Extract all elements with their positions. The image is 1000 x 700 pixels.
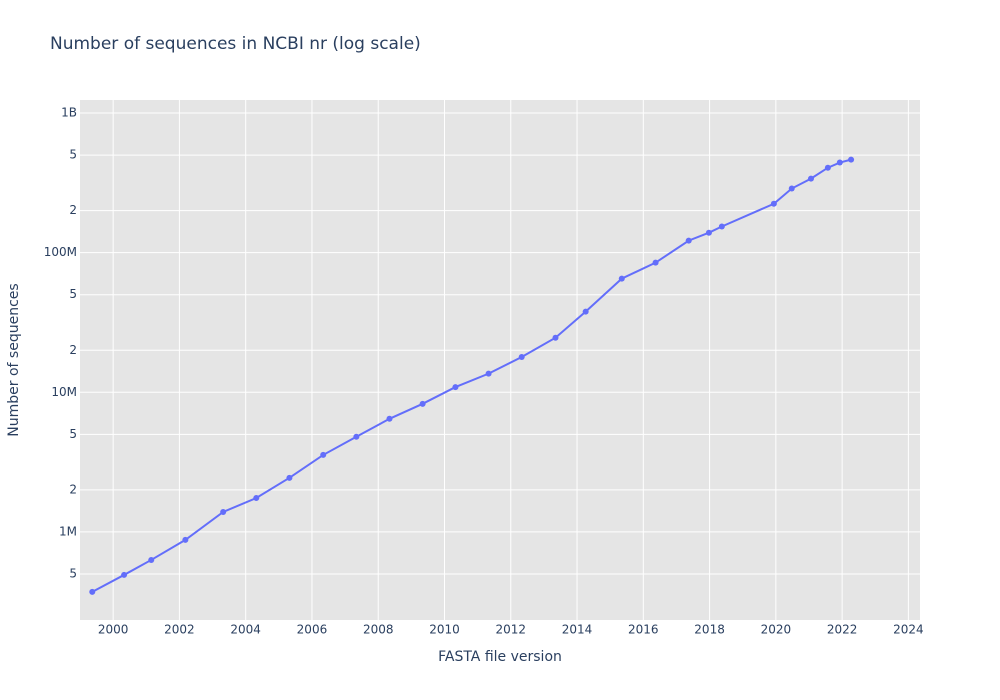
y-tick-label: 1B xyxy=(61,106,77,120)
x-axis-title: FASTA file version xyxy=(438,649,562,665)
data-point xyxy=(770,200,777,207)
data-point xyxy=(253,494,260,501)
data-point xyxy=(582,308,589,315)
data-point xyxy=(148,556,155,563)
data-point xyxy=(705,229,712,236)
y-axis-title: Number of sequences xyxy=(6,283,22,436)
data-point xyxy=(89,588,96,595)
x-tick-label: 2018 xyxy=(694,623,725,637)
data-point xyxy=(552,334,559,341)
plot-area xyxy=(80,100,920,620)
x-tick-label: 2016 xyxy=(628,623,659,637)
data-point xyxy=(718,223,725,230)
data-point xyxy=(618,275,625,282)
y-tick-label: 5 xyxy=(69,287,77,301)
data-point xyxy=(824,164,831,171)
x-tick-label: 2000 xyxy=(98,623,129,637)
y-tick-label: 5 xyxy=(69,566,77,580)
data-point xyxy=(485,370,492,377)
y-tick-label: 5 xyxy=(69,148,77,162)
x-tick-label: 2024 xyxy=(893,623,924,637)
y-tick-label: 5 xyxy=(69,427,77,441)
data-point xyxy=(386,415,393,422)
y-tick-label: 2 xyxy=(69,343,77,357)
y-tick-label: 1M xyxy=(59,524,77,538)
x-tick-label: 2022 xyxy=(827,623,858,637)
data-point xyxy=(182,536,189,543)
data-point xyxy=(807,175,814,182)
y-tick-label: 100M xyxy=(44,245,77,259)
data-point xyxy=(121,571,128,578)
data-point xyxy=(836,159,843,166)
data-point xyxy=(286,474,293,481)
data-point xyxy=(685,237,692,244)
data-point xyxy=(518,353,525,360)
x-tick-label: 2006 xyxy=(297,623,328,637)
data-point xyxy=(419,400,426,407)
x-tick-label: 2010 xyxy=(429,623,460,637)
data-point xyxy=(320,451,327,458)
y-tick-label: 2 xyxy=(69,482,77,496)
x-tick-label: 2012 xyxy=(495,623,526,637)
x-tick-label: 2008 xyxy=(363,623,394,637)
data-point xyxy=(220,508,227,515)
data-point xyxy=(788,185,795,192)
x-tick-label: 2002 xyxy=(164,623,195,637)
y-tick-label: 10M xyxy=(51,385,77,399)
data-point xyxy=(848,156,855,163)
data-point xyxy=(452,384,459,391)
x-tick-label: 2020 xyxy=(761,623,792,637)
data-point xyxy=(652,259,659,266)
x-tick-label: 2014 xyxy=(562,623,593,637)
chart-title: Number of sequences in NCBI nr (log scal… xyxy=(50,34,421,54)
data-point xyxy=(353,433,360,440)
y-tick-label: 2 xyxy=(69,203,77,217)
x-tick-label: 2004 xyxy=(230,623,261,637)
